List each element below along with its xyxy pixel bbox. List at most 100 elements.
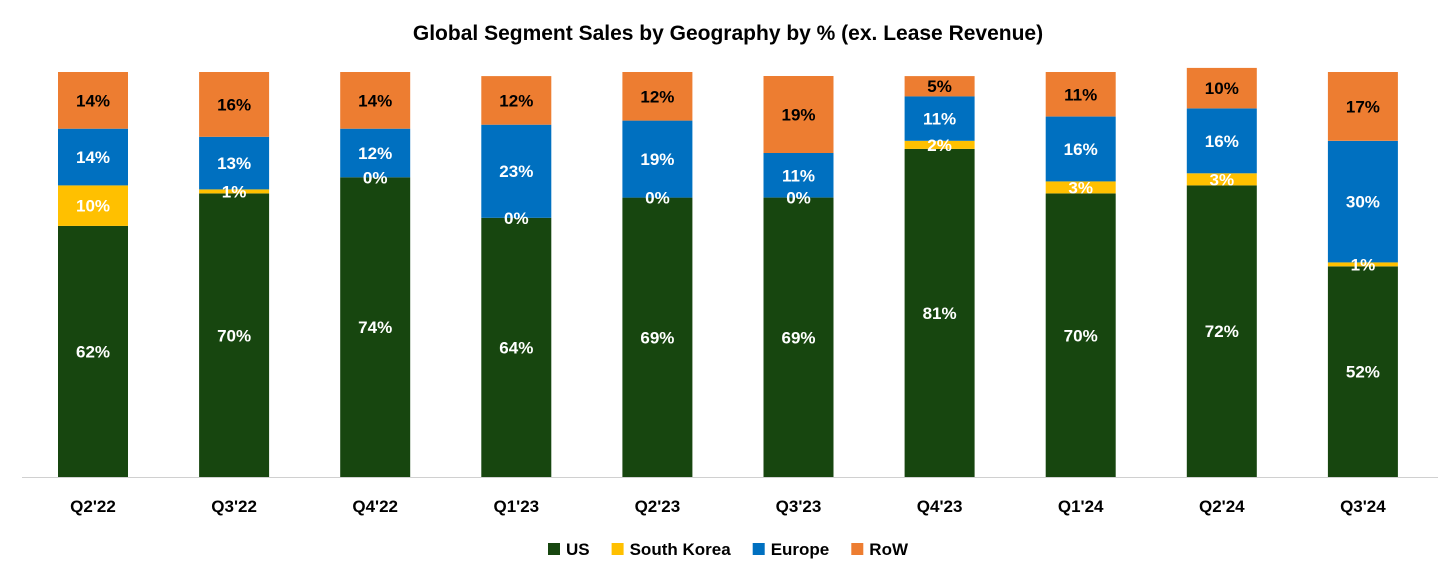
x-tick-label-q1-23: Q1'23 <box>493 497 539 516</box>
data-label-us-q3-22: 70% <box>217 326 251 345</box>
legend-label-south-korea: South Korea <box>630 540 732 559</box>
data-label-row-q3-24: 17% <box>1346 97 1380 116</box>
data-label-europe-q3-24: 30% <box>1346 193 1380 212</box>
data-label-us-q4-22: 74% <box>358 318 392 337</box>
data-label-us-q3-23: 69% <box>781 328 815 347</box>
data-label-south-korea-q4-23: 2% <box>927 136 952 155</box>
x-tick-label-q3-23: Q3'23 <box>776 497 822 516</box>
x-tick-label-q1-24: Q1'24 <box>1058 497 1104 516</box>
data-label-us-q2-23: 69% <box>640 328 674 347</box>
data-label-us-q2-22: 62% <box>76 342 110 361</box>
bar-segment-us-q4-23 <box>904 148 975 477</box>
data-label-europe-q3-22: 13% <box>217 154 251 173</box>
bar-segment-south-korea-q3-22 <box>199 189 270 194</box>
bar-segment-row-q1-24 <box>1045 72 1116 117</box>
bar-segment-south-korea-q2-24 <box>1186 173 1257 186</box>
bar-segment-europe-q3-23 <box>763 153 834 198</box>
data-label-europe-q1-23: 23% <box>499 162 533 181</box>
legend: US South Korea Europe RoW <box>548 540 909 559</box>
data-label-europe-q2-23: 19% <box>640 150 674 169</box>
data-label-south-korea-q3-23: 0% <box>786 189 811 208</box>
data-label-south-korea-q4-22: 0% <box>363 168 388 187</box>
data-label-row-q4-22: 14% <box>358 91 392 110</box>
bar-segment-europe-q1-23 <box>481 124 552 218</box>
data-label-row-q3-22: 16% <box>217 95 251 114</box>
bars-group <box>58 67 1398 478</box>
data-label-europe-q2-22: 14% <box>76 148 110 167</box>
legend-swatch-us <box>548 543 560 555</box>
data-label-europe-q4-22: 12% <box>358 144 392 163</box>
bar-segment-row-q2-23 <box>622 72 693 121</box>
legend-swatch-south-korea <box>611 543 624 555</box>
data-label-us-q1-23: 64% <box>499 338 533 357</box>
data-label-south-korea-q3-24: 1% <box>1351 255 1376 274</box>
bar-segment-us-q2-23 <box>622 197 693 477</box>
data-label-europe-q1-24: 16% <box>1064 140 1098 159</box>
legend-label-europe: Europe <box>771 540 830 559</box>
bar-segment-south-korea-q3-24 <box>1327 262 1398 267</box>
data-label-us-q2-24: 72% <box>1205 322 1239 341</box>
x-tick-label-q3-22: Q3'22 <box>211 497 257 516</box>
data-label-row-q4-23: 5% <box>927 77 952 96</box>
bar-segment-europe-q2-22 <box>58 128 128 186</box>
bar-segment-europe-q2-23 <box>622 120 693 198</box>
data-label-south-korea-q2-23: 0% <box>645 189 670 208</box>
bar-segment-europe-q4-23 <box>904 96 975 141</box>
data-label-europe-q4-23: 11% <box>923 110 956 129</box>
bar-segment-row-q3-23 <box>763 76 834 153</box>
bar-segment-row-q3-24 <box>1327 72 1398 141</box>
bar-segment-us-q3-22 <box>199 193 270 477</box>
legend-label-us: US <box>566 540 590 559</box>
bar-segment-south-korea-q2-22 <box>58 185 128 226</box>
data-label-row-q1-23: 12% <box>499 91 533 110</box>
bar-segment-row-q4-22 <box>340 72 411 129</box>
bar-segment-europe-q3-22 <box>199 136 270 190</box>
data-label-europe-q3-23: 11% <box>782 166 815 185</box>
data-label-row-q2-23: 12% <box>640 87 674 106</box>
bar-segment-us-q2-22 <box>58 225 128 477</box>
data-label-row-q2-22: 14% <box>76 91 110 110</box>
data-label-us-q4-23: 81% <box>923 304 957 323</box>
bar-segment-us-q1-24 <box>1045 193 1116 477</box>
data-label-south-korea-q2-24: 3% <box>1210 170 1235 189</box>
bar-segment-europe-q2-24 <box>1186 108 1257 174</box>
legend-swatch-europe <box>752 543 765 555</box>
legend-swatch-row <box>851 543 864 555</box>
data-label-south-korea-q3-22: 1% <box>222 183 247 202</box>
data-label-us-q1-24: 70% <box>1064 326 1098 345</box>
data-label-south-korea-q1-24: 3% <box>1068 178 1093 197</box>
chart-title: Global Segment Sales by Geography by % (… <box>413 22 1043 45</box>
bar-segment-row-q2-24 <box>1186 67 1257 109</box>
data-label-row-q1-24: 11% <box>1064 85 1097 104</box>
x-tick-label-q2-22: Q2'22 <box>70 497 116 516</box>
bar-segment-row-q4-23 <box>904 76 975 97</box>
legend-label-row: RoW <box>869 540 909 559</box>
x-tick-label-q4-23: Q4'23 <box>917 497 963 516</box>
bar-segment-us-q1-23 <box>481 217 552 478</box>
x-tick-label-q2-23: Q2'23 <box>635 497 681 516</box>
data-labels-group: 62% 10% 14% 14% 70% 1% 13% 16% 74% 0% 12% 14% 64% 0% 2… <box>76 77 1380 382</box>
data-label-us-q3-24: 52% <box>1346 363 1380 382</box>
x-tick-label-q2-24: Q2'24 <box>1199 497 1245 516</box>
data-label-row-q2-24: 10% <box>1205 79 1239 98</box>
bar-segment-row-q2-22 <box>58 72 128 129</box>
bar-segment-south-korea-q4-23 <box>904 140 975 149</box>
bar-segment-south-korea-q1-24 <box>1045 181 1116 194</box>
data-label-south-korea-q1-23: 0% <box>504 209 529 228</box>
data-label-south-korea-q2-22: 10% <box>76 197 110 216</box>
bar-segment-europe-q1-24 <box>1045 116 1116 182</box>
bar-segment-europe-q4-22 <box>340 128 411 178</box>
x-tick-label-q4-22: Q4'22 <box>352 497 398 516</box>
bar-segment-us-q3-24 <box>1327 266 1398 477</box>
x-axis-ticks: Q2'22 Q3'22 Q4'22 Q1'23 Q2'23 Q3'23 Q4'23 Q1'24… <box>70 497 1386 516</box>
bar-segment-row-q3-22 <box>199 72 270 137</box>
data-label-row-q3-23: 19% <box>781 106 815 125</box>
x-tick-label-q3-24: Q3'24 <box>1340 497 1386 516</box>
bar-segment-us-q4-22 <box>340 177 411 478</box>
bar-segment-row-q1-23 <box>481 76 552 125</box>
data-label-europe-q2-24: 16% <box>1205 132 1239 151</box>
bar-segment-europe-q3-24 <box>1327 140 1398 263</box>
bar-segment-us-q3-23 <box>763 197 834 477</box>
